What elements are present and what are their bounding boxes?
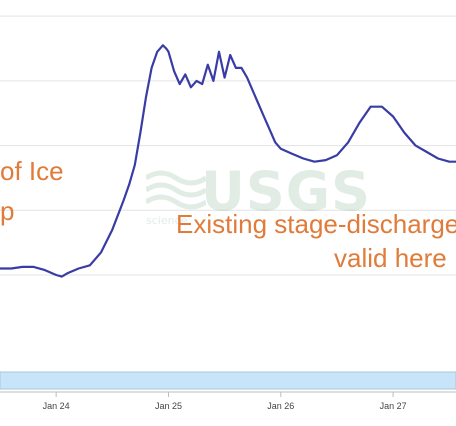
- annotation-valid-here: valid here: [334, 243, 447, 273]
- series-layer: [0, 44, 456, 278]
- usgs-watermark: USGS science: [146, 160, 370, 230]
- range-navigator[interactable]: [0, 371, 456, 390]
- watermark-subtext: science: [146, 214, 188, 227]
- watermark-text: USGS: [201, 160, 371, 223]
- annotation-of-ice: of Ice: [0, 156, 64, 186]
- usgs-wave-icon: [146, 170, 206, 210]
- x-axis-ticks: Jan 24 Jan 25 Jan 26 Jan 27: [43, 392, 407, 411]
- x-tick-label: Jan 25: [155, 401, 182, 411]
- annotation-p: p: [0, 196, 15, 226]
- gridlines: [0, 15, 456, 276]
- x-tick-label: Jan 24: [43, 401, 70, 411]
- annotation-existing-stage-discharge: Existing stage-discharge: [176, 209, 456, 239]
- x-tick-label: Jan 27: [380, 401, 407, 411]
- series-line-0: [0, 44, 456, 278]
- x-tick-label: Jan 26: [267, 401, 294, 411]
- navigator-track[interactable]: [0, 371, 456, 390]
